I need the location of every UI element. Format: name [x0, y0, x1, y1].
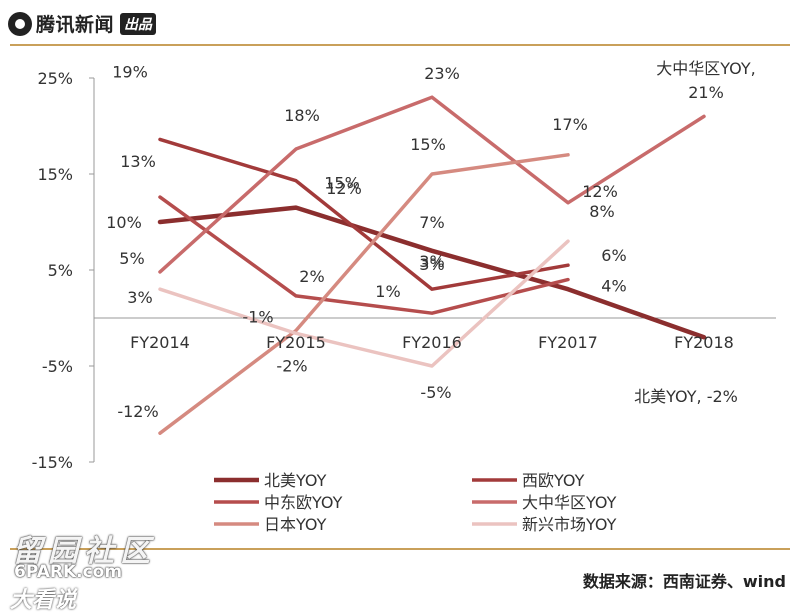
legend-label: 日本YOY	[264, 515, 327, 534]
data-label: 4%	[601, 277, 626, 296]
annotation-label: 12%	[326, 179, 362, 198]
tencent-news-icon	[8, 11, 32, 36]
data-label: 5%	[119, 249, 144, 268]
y-tick-label: 15%	[37, 165, 73, 184]
watermark-text: 留园社区	[12, 534, 156, 569]
x-tick-label: FY2014	[130, 333, 190, 352]
annotation-label: 21%	[688, 83, 724, 102]
data-label: 13%	[120, 152, 156, 171]
data-label: 3%	[419, 252, 444, 271]
header: 腾讯新闻 出品	[0, 0, 800, 45]
data-label: 18%	[284, 106, 320, 125]
data-label: 17%	[552, 115, 588, 134]
legend-label: 中东欧YOY	[264, 493, 343, 512]
data-label: 1%	[375, 282, 400, 301]
x-tick-label: FY2017	[538, 333, 598, 352]
data-label: 23%	[424, 64, 460, 83]
top-divider	[10, 44, 790, 46]
legend-label: 北美YOY	[264, 471, 327, 490]
brand-tag: 出品	[120, 12, 157, 35]
watermark-site: 6PARK.com	[14, 562, 123, 582]
data-label: -5%	[420, 383, 451, 402]
legend-label: 西欧YOY	[522, 471, 585, 490]
watermark-logo: 大看说	[10, 588, 77, 613]
data-source: 数据来源：西南证券、wind	[582, 572, 786, 591]
data-label: 15%	[324, 174, 360, 193]
series-line-4	[158, 153, 570, 435]
data-label: -1%	[242, 307, 273, 326]
brand-logo: 腾讯新闻 出品	[8, 10, 157, 37]
x-tick-label: FY2016	[402, 333, 462, 352]
data-label: 19%	[112, 62, 148, 81]
bottom-divider	[10, 548, 790, 550]
annotation-label: 北美YOY, -2%	[634, 387, 738, 406]
x-tick-label: FY2018	[674, 333, 734, 352]
brand-name: 腾讯新闻	[36, 14, 115, 36]
data-label: 3%	[127, 288, 152, 307]
data-label: 6%	[601, 246, 626, 265]
annotation-label: 大中华区YOY,	[656, 59, 755, 78]
series-line-1	[158, 137, 570, 291]
legend-label: 大中华区YOY	[522, 493, 617, 512]
annotation-label: 3%	[419, 255, 444, 274]
y-tick-label: -15%	[32, 453, 73, 472]
data-label: 8%	[589, 202, 614, 221]
series-line-3	[158, 95, 706, 274]
data-label: 15%	[410, 135, 446, 154]
data-label: -2%	[276, 356, 307, 375]
x-tick-label: FY2015	[266, 333, 326, 352]
data-label: -12%	[117, 402, 158, 421]
series-line-0	[157, 205, 707, 340]
data-label: 2%	[299, 267, 324, 286]
y-tick-label: 25%	[37, 69, 73, 88]
series-line-2	[158, 195, 570, 315]
data-label: 12%	[582, 182, 618, 201]
annotation-label: 7%	[419, 213, 444, 232]
series-line-5	[158, 239, 570, 368]
y-tick-label: 5%	[48, 261, 73, 280]
y-tick-label: -5%	[42, 357, 73, 376]
legend-label: 新兴市场YOY	[522, 515, 617, 534]
data-label: 10%	[106, 213, 142, 232]
